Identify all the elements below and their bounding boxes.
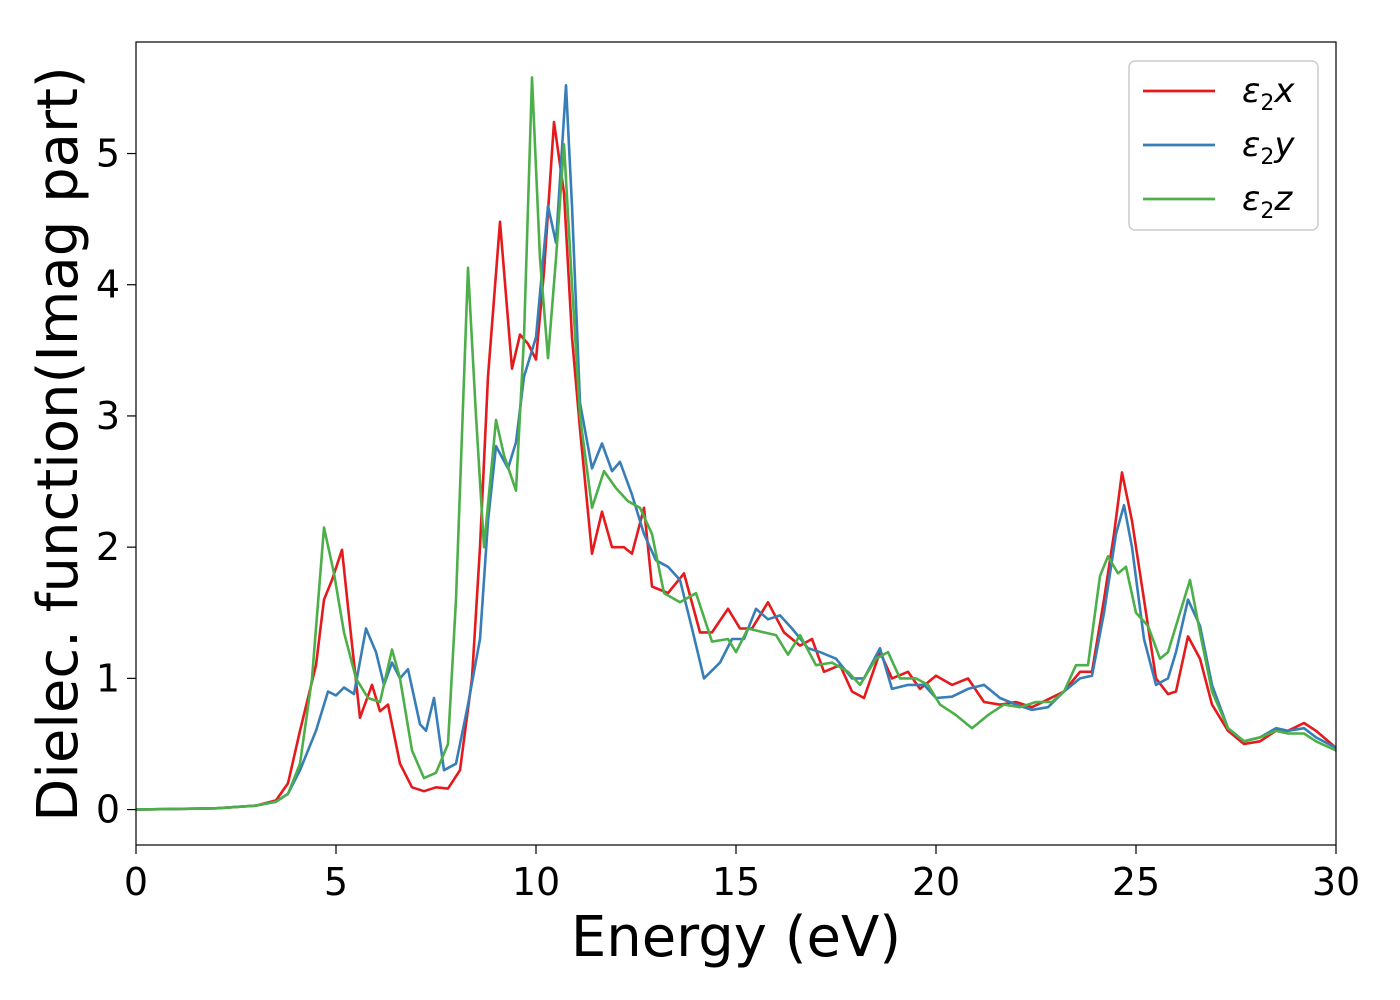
y-axis: 0 1 2 3 4 5 [96,132,136,832]
y-axis-label: Dielec. function(Imag part) [26,66,91,822]
legend-label-x: ε2x [1242,71,1295,116]
x-axis: 0 5 10 15 20 25 30 [124,845,1360,904]
series-line-x [135,120,1337,811]
series-line-y [135,84,1337,811]
series-layer [135,76,1337,811]
y-tick-label: 4 [96,263,120,307]
x-tick-label: 15 [712,860,760,904]
x-tick-label: 30 [1312,860,1360,904]
y-tick-label: 2 [96,525,120,569]
series-line-z [135,76,1337,811]
x-tick-label: 5 [324,860,348,904]
legend-frame [1128,60,1319,231]
x-tick-label: 20 [912,860,960,904]
y-tick-label: 3 [96,394,120,438]
y-tick-label: 5 [96,132,120,176]
y-tick-label: 0 [96,788,120,832]
x-axis-label: Energy (eV) [571,905,901,970]
legend: ε2x ε2y ε2z [1128,60,1319,231]
x-tick-label: 0 [124,860,148,904]
legend-label-z: ε2z [1242,179,1293,224]
y-tick-label: 1 [96,656,120,700]
legend-label-y: ε2y [1242,125,1295,170]
x-tick-label: 10 [512,860,560,904]
x-tick-label: 25 [1112,860,1160,904]
